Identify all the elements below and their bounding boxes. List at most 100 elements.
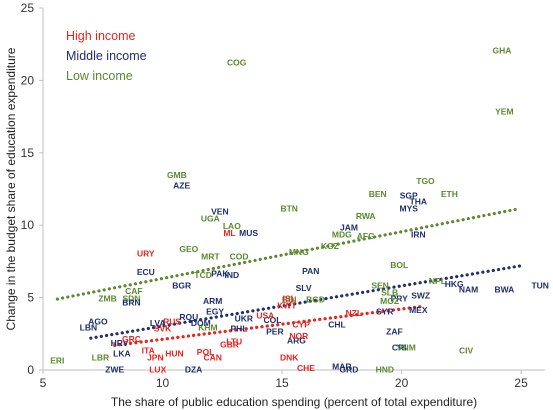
point-jpn: JPN xyxy=(147,353,164,363)
x-tick-label: 15 xyxy=(275,376,289,390)
point-nor: NOR xyxy=(289,331,308,341)
x-tick-label: 20 xyxy=(395,376,409,390)
point-svk: SVK xyxy=(154,324,172,334)
point-ita: ITA xyxy=(142,345,155,355)
point-bwa: BWA xyxy=(494,285,514,295)
point-chl: CHL xyxy=(328,319,345,329)
point-yem: YEM xyxy=(495,107,513,117)
point-phl: PHL xyxy=(231,324,248,334)
point-uga: UGA xyxy=(201,214,220,224)
y-tick-label: 20 xyxy=(21,73,35,87)
point-per: PER xyxy=(266,327,283,337)
point-civ: CIV xyxy=(459,345,474,355)
point-brn: BRN xyxy=(122,298,140,308)
point-dza: DZA xyxy=(185,364,202,374)
point-isl: ISL xyxy=(283,293,296,303)
point-arm: ARM xyxy=(203,296,222,306)
point-ago: AGO xyxy=(88,316,108,326)
point-hrv: HRV xyxy=(111,338,129,348)
y-tick-label: 0 xyxy=(27,363,34,377)
point-rou: ROU xyxy=(179,312,198,322)
point-lux: LUX xyxy=(149,364,166,374)
point-dnk: DNK xyxy=(280,353,299,363)
point-khm: KHM xyxy=(198,322,217,332)
point-mng: MNG xyxy=(289,247,309,257)
point-npl: NPL xyxy=(429,276,446,286)
point-vnm: VNM xyxy=(397,343,416,353)
point-cog: COG xyxy=(227,57,247,67)
point-mex: MEX xyxy=(409,305,428,315)
point-che: CHE xyxy=(297,363,315,373)
point-irn: IRN xyxy=(411,230,426,240)
point-arg: ARG xyxy=(287,335,306,345)
point-nzl: NZL xyxy=(345,308,362,318)
legend-low-income: Low income xyxy=(66,69,133,83)
point-lao: LAO xyxy=(223,221,241,231)
point-mrt: MRT xyxy=(201,251,220,261)
point-afg: AFG xyxy=(357,231,375,241)
y-tick-label: 25 xyxy=(21,1,35,15)
point-hnd: HND xyxy=(376,364,394,374)
point-mar: MAR xyxy=(332,361,351,371)
point-lbn: LBN xyxy=(80,322,97,332)
point-tun: TUN xyxy=(531,280,548,290)
point-mys: MYS xyxy=(400,204,419,214)
x-tick-label: 25 xyxy=(514,376,528,390)
trendline-middle-income xyxy=(89,264,523,340)
trendlines xyxy=(55,207,523,347)
point-hkg: HKG xyxy=(445,279,464,289)
point-zaf: ZAF xyxy=(386,327,403,337)
point-bgd: BGD xyxy=(306,295,325,305)
point-sen: SEN xyxy=(371,280,388,290)
point-grd: GRD xyxy=(340,364,359,374)
point-zmb: ZMB xyxy=(98,293,116,303)
point-col: COL xyxy=(264,315,282,325)
point-btn: BTN xyxy=(280,204,297,214)
point-pol: POL xyxy=(197,347,214,357)
point-ind: IND xyxy=(225,270,240,280)
y-tick-label: 10 xyxy=(21,218,35,232)
point-bol: BOL xyxy=(390,260,408,270)
point-mus: MUS xyxy=(239,228,258,238)
point-usa: USA xyxy=(256,311,274,321)
point-egy: EGY xyxy=(206,306,224,316)
point-eri: ERI xyxy=(50,356,64,366)
point-bdi: BDI xyxy=(282,295,297,305)
point-gmb: GMB xyxy=(167,170,187,180)
point-dom: DOM xyxy=(191,318,211,328)
point-rwa: RWA xyxy=(356,211,376,221)
point-ecu: ECU xyxy=(137,267,155,277)
point-kgz: KGZ xyxy=(321,241,339,251)
point-kwt: KWT xyxy=(277,301,297,311)
point-geo: GEO xyxy=(179,244,198,254)
point-caf: CAF xyxy=(125,286,142,296)
point-swz: SWZ xyxy=(411,290,430,300)
legend-high-income: High income xyxy=(66,29,136,43)
point-pak: PAK xyxy=(211,269,229,279)
point-ltu: LTU xyxy=(226,337,242,347)
point-eth: ETH xyxy=(441,189,458,199)
point-moz: MOZ xyxy=(380,296,399,306)
point-tgo: TGO xyxy=(416,176,435,186)
point-sdn: SDN xyxy=(122,293,140,303)
legend: High income Middle income Low income xyxy=(66,29,147,83)
point-ben: BEN xyxy=(369,189,387,199)
point-nam: NAM xyxy=(459,285,478,295)
x-tick-label: 10 xyxy=(156,376,170,390)
y-axis-label: Change in the budget share of education … xyxy=(4,47,18,330)
y-tick-label: 5 xyxy=(27,291,34,305)
point-syr: SYR xyxy=(376,306,393,316)
point-tha: THA xyxy=(410,196,427,206)
point-cri: CRI xyxy=(392,343,407,353)
point-pan: PAN xyxy=(302,266,319,276)
point-sgp: SGP xyxy=(400,190,418,200)
point-grc: GRC xyxy=(122,334,141,344)
point-cyp: CYP xyxy=(292,319,310,329)
point-ukr: UKR xyxy=(235,314,253,324)
point-slv: SLV xyxy=(296,283,312,293)
point-aze: AZE xyxy=(173,180,190,190)
y-tick-label: 15 xyxy=(21,146,35,160)
point-slb: SLB xyxy=(381,288,398,298)
